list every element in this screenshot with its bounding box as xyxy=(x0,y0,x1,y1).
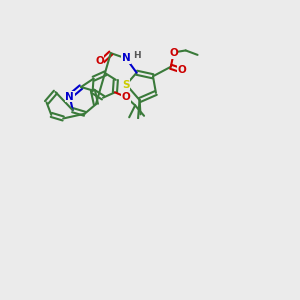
Text: O: O xyxy=(95,56,104,66)
Text: O: O xyxy=(178,65,187,75)
Text: O: O xyxy=(122,92,130,102)
Text: H: H xyxy=(134,51,141,60)
Text: N: N xyxy=(122,53,130,64)
Text: O: O xyxy=(169,48,178,58)
Text: N: N xyxy=(65,92,74,101)
Text: S: S xyxy=(122,80,130,90)
